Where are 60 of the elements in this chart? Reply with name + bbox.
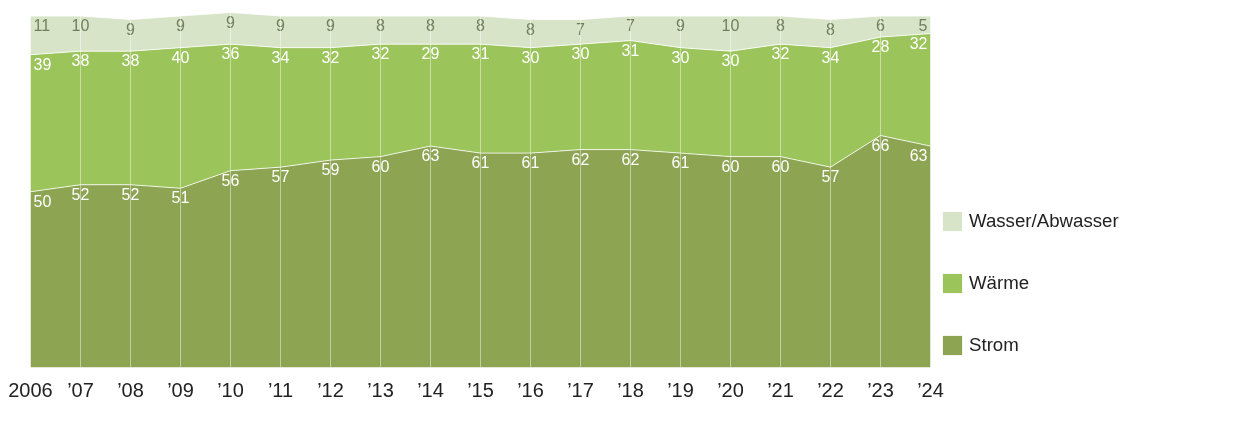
data-label: 5 [918, 17, 928, 35]
data-label: 29 [421, 45, 440, 63]
data-label: 30 [571, 45, 590, 63]
data-label: 32 [371, 45, 390, 63]
data-label: 9 [276, 17, 286, 35]
data-label: 30 [721, 52, 740, 70]
data-label: 7 [626, 17, 636, 35]
data-label: 34 [821, 48, 840, 66]
data-label: 38 [121, 52, 140, 70]
x-tick-label: ’23 [867, 378, 894, 401]
x-tick-label: 2006 [8, 378, 53, 401]
data-label: 28 [871, 38, 890, 56]
data-label: 8 [476, 17, 486, 35]
x-tick-label: ’09 [167, 378, 194, 401]
x-tick-label: ’24 [917, 378, 944, 401]
x-tick-label: ’15 [467, 378, 494, 401]
data-label: 9 [126, 20, 136, 38]
data-label: 36 [221, 45, 240, 63]
data-label: 38 [71, 52, 90, 70]
data-label: 31 [621, 41, 640, 59]
data-label: 8 [376, 17, 386, 35]
data-label: 11 [33, 17, 51, 35]
data-label: 6 [876, 17, 886, 35]
x-tick-label: ’07 [67, 378, 94, 401]
x-tick-label: ’16 [517, 378, 544, 401]
x-tick-label: ’18 [617, 378, 644, 401]
x-tick-label: ’12 [317, 378, 344, 401]
data-label: 32 [321, 48, 340, 66]
x-tick-label: ’17 [567, 378, 594, 401]
data-label: 30 [521, 48, 540, 66]
data-label: 10 [721, 17, 740, 35]
data-label: 10 [71, 17, 90, 35]
legend-label: Strom [969, 334, 1019, 356]
x-tick-label: ’22 [817, 378, 844, 401]
data-label: 32 [771, 45, 790, 63]
data-label: 8 [776, 17, 786, 35]
x-tick-label: ’19 [667, 378, 694, 401]
legend-label: Wasser/Abwasser [969, 210, 1119, 232]
data-label: 9 [676, 17, 686, 35]
legend-label: Wärme [969, 272, 1030, 294]
data-label: 40 [171, 48, 190, 66]
data-label: 9 [226, 13, 236, 31]
x-tick-label: ’13 [367, 378, 394, 401]
data-label: 31 [471, 45, 490, 63]
data-label: 8 [826, 20, 836, 38]
data-label: 34 [271, 48, 290, 66]
x-tick-label: ’10 [217, 378, 244, 401]
data-label: 7 [576, 20, 586, 38]
data-label: 30 [671, 48, 690, 66]
data-label: 8 [426, 17, 436, 35]
data-label: 9 [176, 17, 186, 35]
data-label: 32 [909, 34, 928, 52]
x-tick-label: ’11 [267, 378, 294, 401]
data-label: 8 [526, 20, 536, 38]
data-label: 39 [33, 55, 52, 73]
x-tick-label: ’08 [117, 378, 144, 401]
x-tick-label: ’20 [717, 378, 744, 401]
x-tick-label: ’14 [417, 378, 444, 401]
x-tick-label: ’21 [767, 378, 794, 401]
data-label: 9 [326, 17, 336, 35]
